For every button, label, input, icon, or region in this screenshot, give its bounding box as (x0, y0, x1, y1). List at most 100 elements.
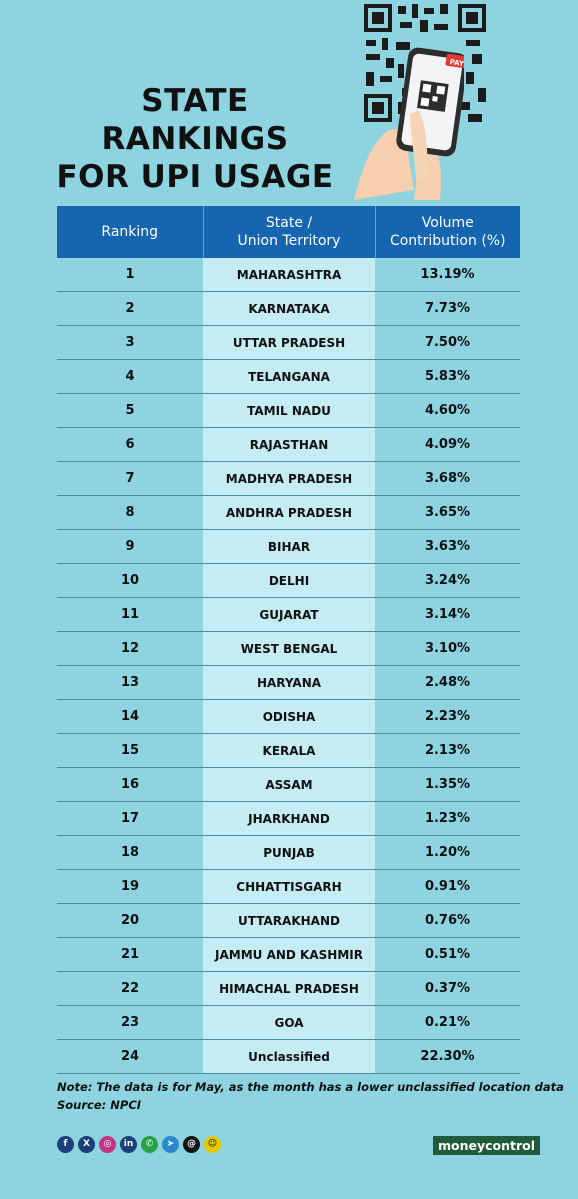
rank-cell: 23 (57, 1005, 203, 1040)
volume-cell: 1.23% (375, 801, 520, 836)
table-row: 3 UTTAR PRADESH 7.50% (57, 325, 520, 360)
state-cell: RAJASTHAN (203, 427, 375, 462)
state-cell: TAMIL NADU (203, 393, 375, 428)
rank-cell: 19 (57, 869, 203, 904)
rank-cell: 18 (57, 835, 203, 870)
rank-cell: 5 (57, 393, 203, 428)
rank-cell: 8 (57, 495, 203, 530)
rankings-table: Ranking State / Union Territory Volume C… (57, 206, 520, 1074)
volume-cell: 3.63% (375, 529, 520, 564)
rank-cell: 20 (57, 903, 203, 938)
rank-cell: 7 (57, 461, 203, 496)
rank-cell: 21 (57, 937, 203, 972)
volume-cell: 4.09% (375, 427, 520, 462)
volume-cell: 7.73% (375, 291, 520, 326)
title-line-3: FOR UPI USAGE (56, 159, 334, 195)
rank-cell: 24 (57, 1039, 203, 1074)
state-cell: CHHATTISGARH (203, 869, 375, 904)
rank-cell: 10 (57, 563, 203, 598)
state-cell: KERALA (203, 733, 375, 768)
state-cell: MADHYA PRADESH (203, 461, 375, 496)
table-row: 20 UTTARAKHAND 0.76% (57, 903, 520, 938)
volume-cell: 3.24% (375, 563, 520, 598)
volume-cell: 2.23% (375, 699, 520, 734)
header-ranking: Ranking (57, 206, 204, 258)
phone-in-hand-icon: PAY (354, 47, 464, 200)
volume-cell: 2.13% (375, 733, 520, 768)
volume-cell: 3.14% (375, 597, 520, 632)
state-cell: KARNATAKA (203, 291, 375, 326)
whatsapp-icon[interactable]: ✆ (141, 1136, 158, 1153)
volume-cell: 0.21% (375, 1005, 520, 1040)
facebook-icon[interactable]: f (57, 1136, 74, 1153)
telegram-icon[interactable]: ➤ (162, 1136, 179, 1153)
table-row: 5 TAMIL NADU 4.60% (57, 393, 520, 428)
rank-cell: 17 (57, 801, 203, 836)
state-cell: JAMMU AND KASHMIR (203, 937, 375, 972)
volume-cell: 5.83% (375, 359, 520, 394)
state-cell: ANDHRA PRADESH (203, 495, 375, 530)
state-cell: Unclassified (203, 1039, 375, 1074)
table-row: 24 Unclassified 22.30% (57, 1039, 520, 1074)
state-cell: ASSAM (203, 767, 375, 802)
snapchat-icon[interactable]: ☺ (204, 1136, 221, 1153)
volume-cell: 0.91% (375, 869, 520, 904)
table-row: 1 MAHARASHTRA 13.19% (57, 258, 520, 292)
table-row: 9 BIHAR 3.63% (57, 529, 520, 564)
table-row: 8 ANDHRA PRADESH 3.65% (57, 495, 520, 530)
table-row: 10 DELHI 3.24% (57, 563, 520, 598)
volume-cell: 22.30% (375, 1039, 520, 1074)
state-cell: JHARKHAND (203, 801, 375, 836)
note-text: Note: The data is for May, as the month … (57, 1080, 564, 1094)
footnote: Note: The data is for May, as the month … (57, 1078, 564, 1114)
rank-cell: 11 (57, 597, 203, 632)
state-cell: HARYANA (203, 665, 375, 700)
table-row: 7 MADHYA PRADESH 3.68% (57, 461, 520, 496)
state-cell: ODISHA (203, 699, 375, 734)
header-state-line-2: Union Territory (237, 233, 341, 249)
state-cell: PUNJAB (203, 835, 375, 870)
table-row: 15 KERALA 2.13% (57, 733, 520, 768)
header-volume-line-2: Contribution (%) (389, 233, 506, 249)
moneycontrol-logo: moneycontrol (433, 1136, 541, 1155)
volume-cell: 13.19% (375, 258, 520, 292)
volume-cell: 0.51% (375, 937, 520, 972)
table-row: 17 JHARKHAND 1.23% (57, 801, 520, 836)
volume-cell: 7.50% (375, 325, 520, 360)
header-state: State / Union Territory (203, 206, 376, 258)
rank-cell: 12 (57, 631, 203, 666)
table-row: 19 CHHATTISGARH 0.91% (57, 869, 520, 904)
linkedin-icon[interactable]: in (120, 1136, 137, 1153)
table-row: 16 ASSAM 1.35% (57, 767, 520, 802)
table-header-row: Ranking State / Union Territory Volume C… (57, 206, 520, 258)
threads-icon[interactable]: @ (183, 1136, 200, 1153)
x-icon[interactable]: X (78, 1136, 95, 1153)
rank-cell: 4 (57, 359, 203, 394)
state-cell: HIMACHAL PRADESH (203, 971, 375, 1006)
rank-cell: 9 (57, 529, 203, 564)
rank-cell: 16 (57, 767, 203, 802)
rank-cell: 2 (57, 291, 203, 326)
header-ranking-label: Ranking (101, 224, 159, 240)
header-volume: Volume Contribution (%) (375, 206, 520, 258)
title-line-2: RANKINGS (101, 121, 289, 157)
volume-cell: 2.48% (375, 665, 520, 700)
volume-cell: 1.35% (375, 767, 520, 802)
volume-cell: 0.76% (375, 903, 520, 938)
instagram-icon[interactable]: ◎ (99, 1136, 116, 1153)
volume-cell: 4.60% (375, 393, 520, 428)
table-row: 23 GOA 0.21% (57, 1005, 520, 1040)
rank-cell: 13 (57, 665, 203, 700)
table-row: 13 HARYANA 2.48% (57, 665, 520, 700)
volume-cell: 3.68% (375, 461, 520, 496)
state-cell: UTTAR PRADESH (203, 325, 375, 360)
page-title: STATE RANKINGS FOR UPI USAGE (40, 82, 350, 196)
header-state-line-1: State / (265, 215, 313, 231)
table-row: 12 WEST BENGAL 3.10% (57, 631, 520, 666)
table-row: 14 ODISHA 2.23% (57, 699, 520, 734)
header-volume-line-1: Volume (421, 215, 474, 231)
state-cell: BIHAR (203, 529, 375, 564)
state-cell: UTTARAKHAND (203, 903, 375, 938)
rank-cell: 14 (57, 699, 203, 734)
title-line-1: STATE (141, 83, 249, 119)
